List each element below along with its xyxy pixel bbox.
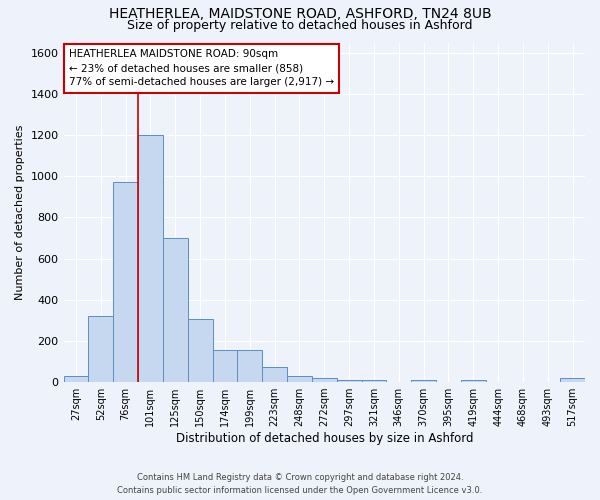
Bar [461,380,485,382]
Bar [337,380,362,382]
Text: Contains HM Land Registry data © Crown copyright and database right 2024.
Contai: Contains HM Land Registry data © Crown c… [118,474,482,495]
Text: HEATHERLEA MAIDSTONE ROAD: 90sqm
← 23% of detached houses are smaller (858)
77% : HEATHERLEA MAIDSTONE ROAD: 90sqm ← 23% o… [69,50,334,88]
Bar [560,378,585,382]
X-axis label: Distribution of detached houses by size in Ashford: Distribution of detached houses by size … [176,432,473,445]
Bar [312,378,337,382]
Bar [64,376,88,382]
Bar [163,238,188,382]
Y-axis label: Number of detached properties: Number of detached properties [15,124,25,300]
Text: Size of property relative to detached houses in Ashford: Size of property relative to detached ho… [127,18,473,32]
Bar [411,380,436,382]
Bar [212,350,238,382]
Bar [362,380,386,382]
Bar [262,366,287,382]
Text: HEATHERLEA, MAIDSTONE ROAD, ASHFORD, TN24 8UB: HEATHERLEA, MAIDSTONE ROAD, ASHFORD, TN2… [109,8,491,22]
Bar [138,135,163,382]
Bar [287,376,312,382]
Bar [88,316,113,382]
Bar [113,182,138,382]
Bar [188,320,212,382]
Bar [238,350,262,382]
